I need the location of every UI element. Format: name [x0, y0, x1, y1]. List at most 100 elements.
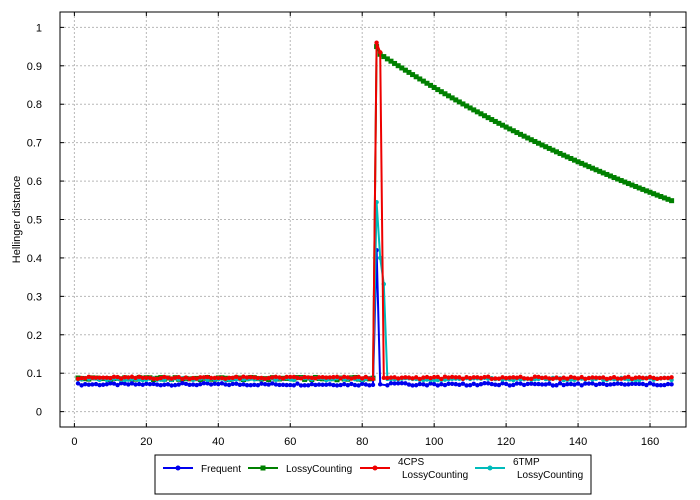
data-point [460, 381, 466, 386]
data-point [342, 374, 347, 380]
data-point [388, 58, 394, 64]
data-point [568, 156, 574, 162]
data-point [651, 382, 656, 387]
data-point [392, 375, 397, 380]
data-point [277, 382, 282, 388]
data-point [270, 381, 275, 386]
data-point [154, 382, 160, 387]
data-point [471, 381, 476, 387]
data-point [406, 375, 412, 380]
data-point [385, 375, 390, 381]
data-point [651, 375, 656, 381]
data-point [201, 381, 207, 386]
data-point [223, 382, 228, 387]
data-point [324, 375, 329, 380]
data-point [417, 381, 422, 387]
data-point [399, 375, 404, 380]
data-point [464, 103, 470, 109]
data-point [82, 382, 88, 387]
data-point [586, 164, 592, 170]
data-point [417, 76, 423, 82]
data-point [583, 376, 588, 381]
data-point [277, 375, 282, 380]
y-tick-label: 0.2 [27, 330, 42, 342]
data-point [511, 382, 516, 388]
data-point [154, 376, 160, 381]
data-point [392, 381, 397, 386]
data-point [561, 152, 567, 158]
data-point [79, 383, 84, 388]
data-point [449, 95, 455, 101]
data-point [611, 381, 617, 387]
data-point [561, 375, 566, 380]
data-point [507, 383, 512, 388]
data-point [413, 375, 419, 380]
data-point [205, 381, 210, 386]
data-point [619, 376, 624, 381]
data-point [108, 381, 113, 386]
data-point [535, 140, 541, 146]
data-point [360, 376, 365, 381]
data-point [500, 122, 506, 128]
data-point [306, 375, 311, 380]
data-point [550, 147, 556, 153]
data-point [212, 381, 217, 386]
data-point [403, 381, 408, 386]
data-point [176, 382, 181, 387]
data-point [604, 382, 610, 388]
x-tick-label: 60 [284, 436, 296, 448]
data-point [568, 374, 574, 380]
data-point [306, 383, 311, 388]
data-point [169, 376, 174, 381]
data-point [662, 382, 667, 388]
data-point [435, 377, 440, 383]
data-point [248, 375, 253, 380]
data-point [90, 375, 95, 380]
data-point [126, 375, 131, 380]
legend-marker [487, 465, 493, 471]
data-point [611, 375, 617, 380]
data-point [496, 376, 502, 381]
data-point [133, 382, 138, 387]
data-point [467, 383, 473, 388]
data-point [529, 381, 534, 386]
data-point [100, 382, 106, 387]
data-point [485, 374, 491, 379]
data-point [313, 382, 318, 388]
data-point [244, 375, 250, 380]
legend-label: 4CPS LossyCounting [398, 457, 468, 481]
data-point [532, 374, 538, 379]
data-point [507, 126, 513, 132]
data-point [395, 376, 401, 381]
data-point [514, 130, 520, 136]
data-point [601, 381, 606, 387]
data-point [402, 67, 408, 73]
data-point [97, 382, 102, 388]
data-point [413, 74, 419, 80]
data-point [309, 375, 315, 380]
data-point [194, 382, 199, 388]
data-point [568, 381, 574, 387]
data-point [521, 133, 527, 139]
data-point [464, 383, 469, 388]
data-point [410, 72, 416, 78]
data-point [493, 382, 498, 387]
data-point [244, 382, 250, 388]
data-point [234, 381, 239, 386]
x-tick-label: 80 [356, 436, 368, 448]
data-point [615, 381, 620, 386]
data-point [115, 382, 120, 388]
data-point [381, 54, 387, 60]
data-point [180, 381, 185, 386]
data-point [104, 382, 109, 387]
y-tick-label: 0.8 [27, 99, 42, 111]
data-point [291, 383, 297, 388]
data-point [248, 383, 253, 388]
data-point [90, 382, 95, 387]
data-point [259, 375, 264, 381]
data-point [367, 383, 372, 388]
data-point [291, 374, 297, 380]
data-point [644, 376, 649, 381]
data-point [525, 376, 530, 381]
data-point [435, 87, 441, 93]
